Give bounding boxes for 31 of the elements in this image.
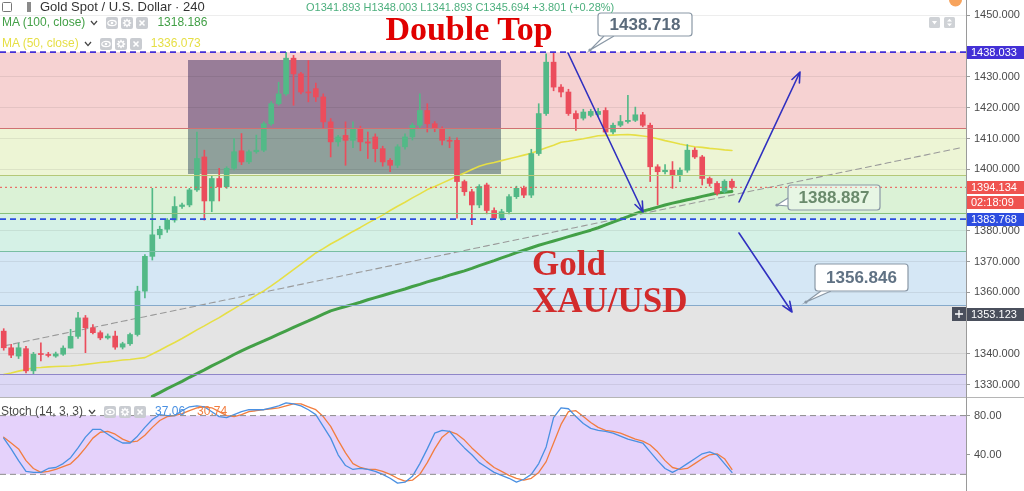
y-tick-label: 1360.000 (974, 285, 1020, 298)
y-tick-label: 1420.000 (974, 100, 1020, 113)
annotation: Gold (532, 244, 607, 283)
text: 02:18:09 (971, 195, 1014, 208)
y-tick-label: 1370.000 (974, 254, 1020, 267)
y-tick-label: 1330.000 (974, 377, 1020, 390)
text: MA (50, close) (2, 36, 79, 51)
y-tick-label: 40.00 (974, 447, 1002, 460)
annotation: 37.06 (155, 404, 186, 419)
y-tick-label: 1400.000 (974, 162, 1020, 175)
text: 1353.123 (971, 307, 1017, 320)
y-tick-label: 1450.000 (974, 8, 1020, 21)
ref-line-label: 1438.033 (971, 45, 1017, 58)
y-tick-label: 80.00 (974, 408, 1002, 421)
annotation: 1336.073 (150, 36, 201, 51)
text: Stoch (14, 3, 3) (1, 404, 84, 419)
candlestick (662, 164, 668, 175)
text: MA (100, close) (2, 15, 86, 30)
annotation: 1388.887 (798, 188, 870, 208)
chart-title: Gold Spot / U.S. Dollar · 240 (40, 0, 205, 15)
annotation: XAU/USD (532, 281, 688, 320)
ref-line-label: 1394.134 (971, 180, 1017, 193)
y-tick-label: 1380.000 (974, 223, 1020, 236)
y-tick-label: 1410.000 (974, 131, 1020, 144)
annotation: 1438.718 (609, 15, 681, 35)
y-tick-label: 1430.000 (974, 69, 1020, 82)
ref-line-label: 1383.768 (971, 212, 1017, 225)
candlestick (625, 95, 631, 124)
y-tick-label: 1340.000 (974, 346, 1020, 359)
annotation: 1318.186 (157, 15, 208, 30)
annotation: 1356.846 (826, 268, 897, 288)
